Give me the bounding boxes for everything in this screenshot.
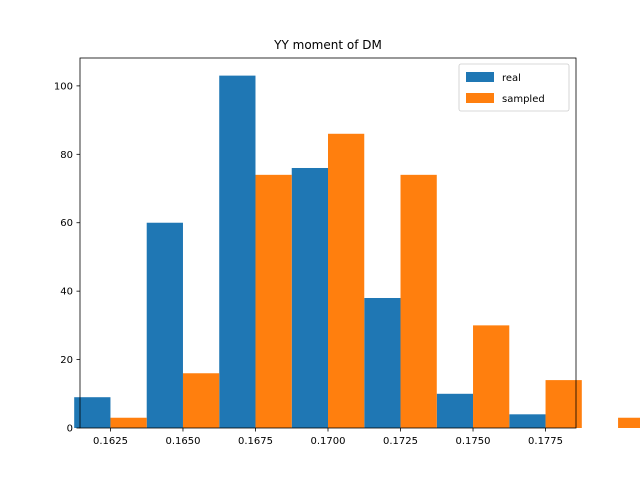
bars-group (74, 75, 640, 429)
y-tick-label: 40 (60, 287, 73, 298)
bar-sampled-5 (473, 325, 510, 428)
legend-label-real: real (502, 73, 521, 84)
x-tick-label: 0.1625 (93, 436, 128, 447)
bar-real-1 (146, 222, 183, 428)
x-tick-label: 0.1750 (456, 436, 491, 447)
bar-sampled-7 (618, 417, 640, 428)
bar-real-6 (509, 414, 546, 428)
bar-real-3 (291, 167, 328, 428)
legend-label-sampled: sampled (502, 94, 545, 105)
legend: real sampled (458, 63, 570, 112)
bar-sampled-0 (110, 417, 147, 428)
x-tick-label: 0.1775 (528, 436, 563, 447)
bar-real-2 (219, 75, 256, 428)
x-tick-label: 0.1725 (383, 436, 418, 447)
bar-sampled-1 (182, 373, 220, 428)
y-tick-label: 60 (60, 218, 73, 229)
bar-sampled-3 (328, 133, 365, 429)
x-tick-label: 0.1675 (238, 436, 273, 447)
chart-title: YY moment of DM (273, 38, 382, 52)
x-tick-label: 0.1650 (165, 436, 200, 447)
y-tick-label: 100 (54, 81, 73, 92)
y-tick-label: 80 (60, 150, 73, 161)
y-axis: 0 20 40 60 80 100 (54, 81, 80, 435)
x-axis: 0.1625 0.1650 0.1675 0.1700 0.1725 0.1750 0.17… (93, 428, 563, 447)
plot-frame (79, 57, 577, 429)
legend-swatch-sampled (466, 93, 494, 103)
bar-real-5 (436, 393, 474, 428)
bar-sampled-2 (255, 174, 292, 428)
x-tick-label: 0.1700 (311, 436, 346, 447)
bar-real-4 (364, 297, 401, 428)
legend-swatch-real (466, 72, 494, 82)
y-tick-label: 0 (67, 424, 73, 435)
y-tick-label: 20 (60, 355, 73, 366)
bar-sampled-4 (400, 174, 437, 428)
